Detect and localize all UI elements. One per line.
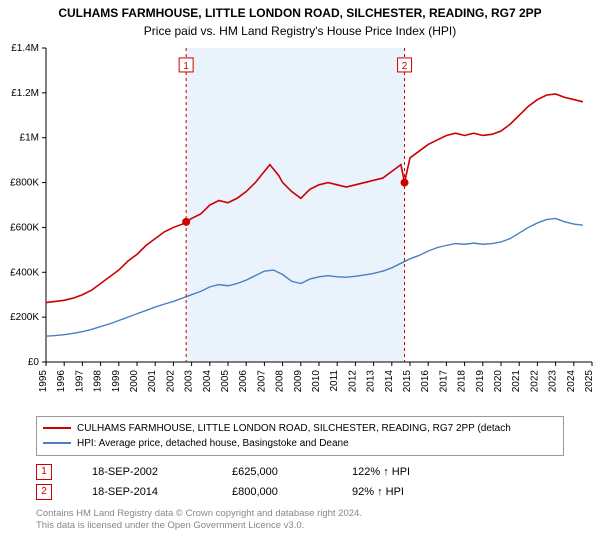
svg-text:1995: 1995 <box>38 369 49 392</box>
line-chart-svg: £0 £200K £400K £600K £800K £1M £1.2M £1.4M 1995 1… <box>0 42 600 412</box>
svg-text:2023: 2023 <box>548 369 559 392</box>
legend-item: CULHAMS FARMHOUSE, LITTLE LONDON ROAD, S… <box>43 421 557 436</box>
svg-text:2016: 2016 <box>420 369 431 392</box>
svg-text:2005: 2005 <box>220 369 231 392</box>
svg-text:2007: 2007 <box>256 369 267 392</box>
svg-text:2020: 2020 <box>493 369 504 392</box>
svg-text:2017: 2017 <box>438 369 449 392</box>
svg-text:1999: 1999 <box>111 369 122 392</box>
sale-point-row: 2 18-SEP-2014 £800,000 92% ↑ HPI <box>36 482 564 502</box>
chart-area: £0 £200K £400K £600K £800K £1M £1.2M £1.4M 1995 1… <box>0 42 600 412</box>
chart-title: CULHAMS FARMHOUSE, LITTLE LONDON ROAD, S… <box>0 0 600 22</box>
svg-text:2018: 2018 <box>457 369 468 392</box>
chart-subtitle: Price paid vs. HM Land Registry's House … <box>0 22 600 42</box>
svg-text:2010: 2010 <box>311 369 322 392</box>
legend-item: HPI: Average price, detached house, Basi… <box>43 436 557 451</box>
svg-text:2012: 2012 <box>347 369 358 392</box>
sale-point-row: 1 18-SEP-2002 £625,000 122% ↑ HPI <box>36 462 564 482</box>
sale-point-badge: 1 <box>36 464 52 480</box>
sale-point-delta: 92% ↑ HPI <box>352 486 404 498</box>
svg-text:2: 2 <box>402 61 408 72</box>
sale-point-badge: 2 <box>36 484 52 500</box>
legend-box: CULHAMS FARMHOUSE, LITTLE LONDON ROAD, S… <box>36 416 564 456</box>
sale-point-price: £625,000 <box>232 466 312 478</box>
svg-text:2002: 2002 <box>165 369 176 392</box>
svg-text:1998: 1998 <box>93 369 104 392</box>
svg-text:2014: 2014 <box>384 369 395 392</box>
svg-text:£1.4M: £1.4M <box>11 43 39 54</box>
svg-text:£600K: £600K <box>10 222 39 233</box>
svg-text:2009: 2009 <box>293 369 304 392</box>
legend-swatch <box>43 442 71 444</box>
svg-text:2006: 2006 <box>238 369 249 392</box>
svg-text:2024: 2024 <box>566 369 577 392</box>
svg-text:2001: 2001 <box>147 369 158 392</box>
svg-text:2019: 2019 <box>475 369 486 392</box>
svg-text:£800K: £800K <box>10 177 39 188</box>
svg-text:£200K: £200K <box>10 312 39 323</box>
svg-text:2013: 2013 <box>366 369 377 392</box>
footer-line-2: This data is licensed under the Open Gov… <box>36 520 564 532</box>
svg-text:2022: 2022 <box>529 369 540 392</box>
sale-point-delta: 122% ↑ HPI <box>352 466 410 478</box>
svg-text:£1M: £1M <box>20 132 39 143</box>
sale-point-price: £800,000 <box>232 486 312 498</box>
svg-text:£1.2M: £1.2M <box>11 87 39 98</box>
legend-label: HPI: Average price, detached house, Basi… <box>77 436 349 451</box>
svg-text:1997: 1997 <box>74 369 85 392</box>
svg-text:£400K: £400K <box>10 267 39 278</box>
footer-line-1: Contains HM Land Registry data © Crown c… <box>36 508 564 520</box>
svg-text:2011: 2011 <box>329 369 340 391</box>
svg-text:1996: 1996 <box>56 369 67 392</box>
sale-point-date: 18-SEP-2002 <box>92 466 192 478</box>
legend-swatch <box>43 427 71 429</box>
svg-text:2015: 2015 <box>402 369 413 392</box>
svg-text:2025: 2025 <box>584 369 595 392</box>
svg-text:£0: £0 <box>28 357 40 368</box>
footer-attribution: Contains HM Land Registry data © Crown c… <box>36 508 564 533</box>
legend-label: CULHAMS FARMHOUSE, LITTLE LONDON ROAD, S… <box>77 421 511 436</box>
svg-text:2000: 2000 <box>129 369 140 392</box>
svg-text:2008: 2008 <box>275 369 286 392</box>
sale-points-table: 1 18-SEP-2002 £625,000 122% ↑ HPI 2 18-SEP-20… <box>36 462 564 502</box>
chart-container: CULHAMS FARMHOUSE, LITTLE LONDON ROAD, S… <box>0 0 600 560</box>
svg-text:2003: 2003 <box>184 369 195 392</box>
svg-text:2021: 2021 <box>511 369 522 392</box>
sale-point-date: 18-SEP-2014 <box>92 486 192 498</box>
svg-text:2004: 2004 <box>202 369 213 392</box>
svg-text:1: 1 <box>183 61 189 72</box>
